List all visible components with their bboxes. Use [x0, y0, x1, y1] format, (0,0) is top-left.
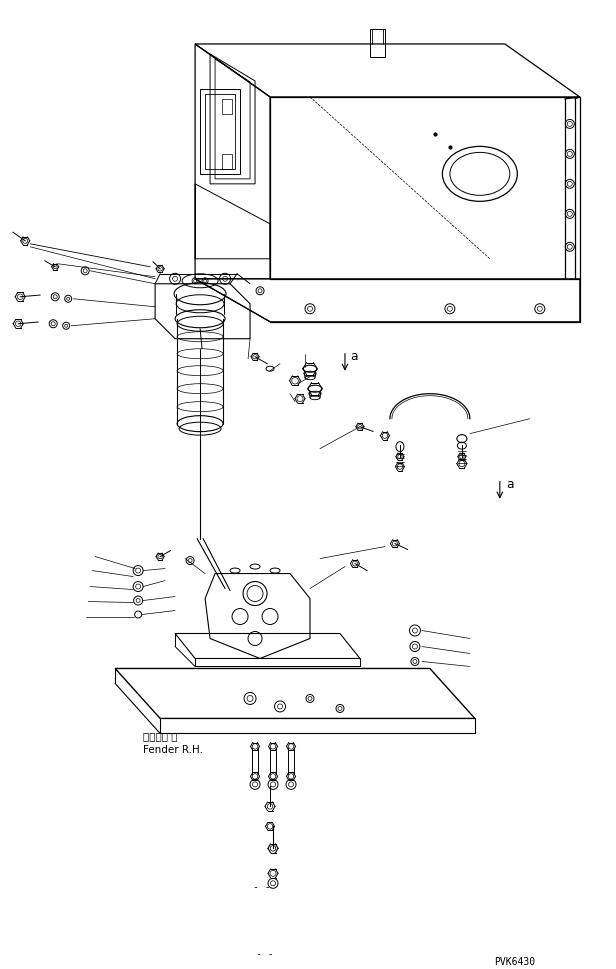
Text: - -: - -	[256, 949, 274, 958]
Text: a: a	[350, 350, 357, 362]
Text: Fender R.H.: Fender R.H.	[143, 744, 203, 755]
Text: PVK6430: PVK6430	[493, 956, 535, 966]
Text: a: a	[506, 477, 513, 490]
Text: フェンダ 右: フェンダ 右	[143, 731, 177, 740]
Text: - -: - -	[253, 882, 270, 891]
